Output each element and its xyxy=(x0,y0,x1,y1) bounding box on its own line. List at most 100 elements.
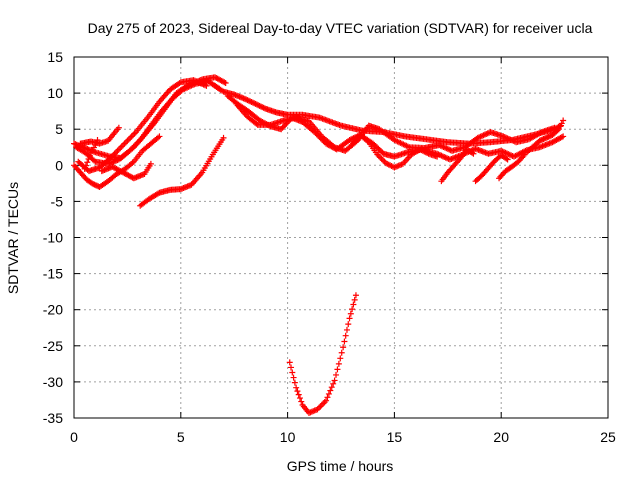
data-point xyxy=(259,104,266,111)
series-arc-16 xyxy=(523,117,567,156)
data-point xyxy=(221,79,228,86)
data-point xyxy=(82,162,89,169)
data-point xyxy=(127,146,134,153)
series-arc-7 xyxy=(81,137,101,172)
data-point xyxy=(346,137,353,144)
data-point xyxy=(85,155,92,162)
y-tick-label: -15 xyxy=(43,266,63,282)
x-tick-label: 20 xyxy=(493,429,509,445)
data-point xyxy=(241,95,248,102)
data-point xyxy=(248,99,255,106)
data-point xyxy=(349,306,356,313)
data-point xyxy=(298,398,305,405)
data-point xyxy=(340,344,347,351)
y-tick-label: -35 xyxy=(43,410,63,426)
data-point xyxy=(261,105,268,112)
series-arc-13 xyxy=(438,146,477,185)
y-tick-label: -10 xyxy=(43,230,63,246)
data-point xyxy=(470,150,477,157)
data-point xyxy=(291,379,298,386)
data-point xyxy=(350,301,357,308)
data-point xyxy=(135,138,142,145)
data-point xyxy=(155,190,162,197)
data-point xyxy=(81,165,88,172)
data-point xyxy=(203,82,210,89)
x-tick-label: 0 xyxy=(70,429,78,445)
data-point xyxy=(288,364,295,371)
data-point xyxy=(554,127,561,134)
series-arc-5 xyxy=(98,160,154,182)
data-point xyxy=(126,147,133,154)
x-tick-label: 10 xyxy=(280,429,296,445)
x-tick-label: 15 xyxy=(387,429,403,445)
data-point xyxy=(342,332,349,339)
data-point xyxy=(469,149,476,156)
data-point xyxy=(290,374,297,381)
series-arc-14 xyxy=(472,152,511,185)
data-point xyxy=(337,355,344,362)
data-point xyxy=(328,384,335,391)
data-point xyxy=(251,100,258,107)
series-arc-8 xyxy=(137,134,227,209)
data-point xyxy=(296,395,303,402)
x-tick-label: 5 xyxy=(177,429,185,445)
data-point xyxy=(260,104,267,111)
y-tick-label: -25 xyxy=(43,338,63,354)
data-point xyxy=(295,391,302,398)
data-point xyxy=(351,296,358,303)
series-arc-15 xyxy=(496,151,528,182)
data-point xyxy=(347,136,354,143)
data-point xyxy=(86,152,93,159)
data-point xyxy=(249,99,256,106)
data-point xyxy=(343,326,350,333)
data-point xyxy=(247,98,254,105)
data-point xyxy=(558,134,565,141)
y-tick-label: -20 xyxy=(43,302,63,318)
data-point xyxy=(131,142,138,149)
data-point xyxy=(289,369,296,376)
data-point xyxy=(256,102,263,109)
data-point xyxy=(245,97,252,104)
data-point xyxy=(252,100,259,107)
chart-title: Day 275 of 2023, Sidereal Day-to-day VTE… xyxy=(88,20,593,36)
series-arc-10 xyxy=(224,92,567,163)
data-point xyxy=(94,137,101,144)
data-point xyxy=(156,133,163,140)
data-point xyxy=(176,80,183,87)
data-point xyxy=(503,155,510,162)
data-point xyxy=(147,160,154,167)
data-point xyxy=(347,310,354,317)
data-markers xyxy=(71,74,567,416)
y-tick-label: -30 xyxy=(43,374,63,390)
data-point xyxy=(504,156,511,163)
data-point xyxy=(253,101,260,108)
y-tick-label: 5 xyxy=(55,121,63,137)
data-point xyxy=(220,134,227,141)
data-point xyxy=(243,96,250,103)
data-point xyxy=(560,117,567,124)
data-point xyxy=(352,292,359,299)
data-point xyxy=(222,79,229,86)
series-arc-2 xyxy=(73,78,223,167)
axis-ticks: 0 5 10 15 20 25 15 10 5 0 -5 -10 -15 -20 -25 -30 -35 xyxy=(43,49,616,445)
y-axis-label: SDTVAR / TECUs xyxy=(5,182,21,294)
data-point xyxy=(560,133,567,140)
data-point xyxy=(330,380,337,387)
data-point xyxy=(84,159,91,166)
data-point xyxy=(134,139,141,146)
data-point xyxy=(253,120,260,127)
data-point xyxy=(294,388,301,395)
data-point xyxy=(345,321,352,328)
data-point xyxy=(327,387,334,394)
data-point xyxy=(130,143,137,150)
data-point xyxy=(255,102,262,109)
data-point xyxy=(244,97,251,104)
data-point xyxy=(338,349,345,356)
data-point xyxy=(335,360,342,367)
data-point xyxy=(331,377,338,384)
data-point xyxy=(324,394,331,401)
data-point xyxy=(346,315,353,322)
x-axis-label: GPS time / hours xyxy=(287,458,394,474)
